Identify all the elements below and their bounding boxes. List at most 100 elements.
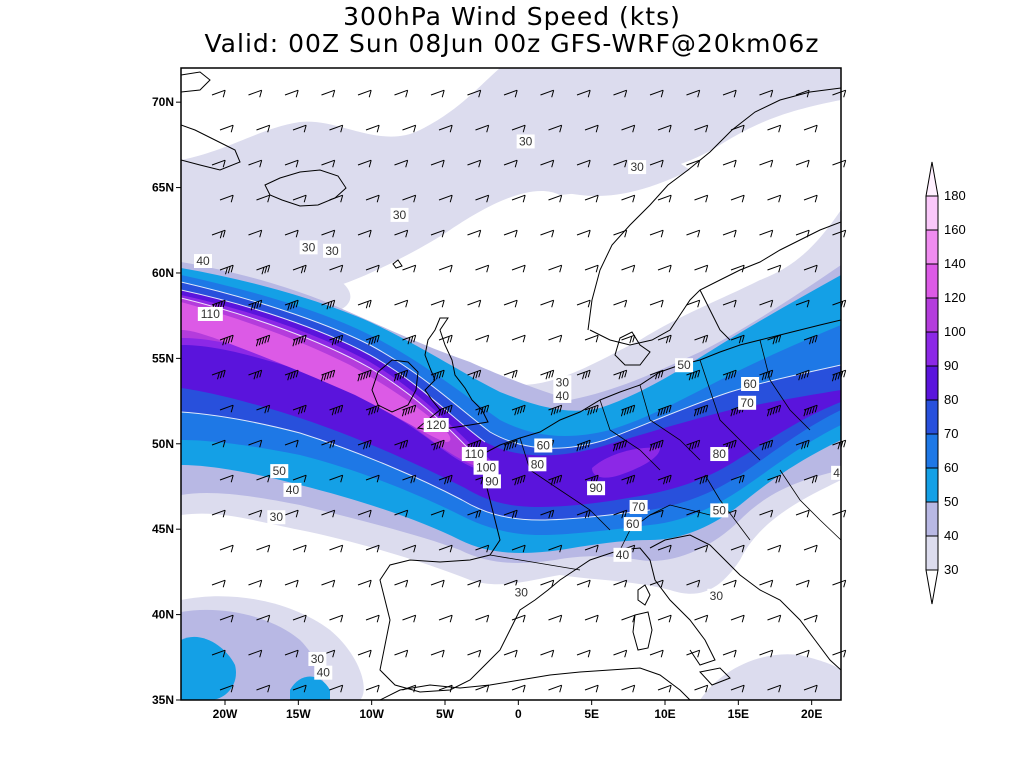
wind-barb: [759, 649, 774, 658]
wind-barb: [284, 509, 299, 518]
wind-barb: [613, 229, 628, 238]
wind-barb: [357, 439, 372, 450]
colorbar-label: 160: [944, 222, 966, 237]
contour-label: 30: [556, 375, 570, 389]
contour-label-bg: [553, 375, 572, 390]
contour-label: 40: [286, 483, 300, 497]
wind-barb: [540, 649, 555, 658]
colorbar-swatch: [925, 263, 939, 299]
wind-barb: [255, 334, 271, 347]
wind-barb: [613, 369, 628, 380]
wind-barb: [292, 264, 307, 274]
wind-barb: [256, 684, 271, 693]
wind-barb: [438, 404, 453, 417]
wind-barb: [430, 299, 445, 308]
wind-barb: [649, 299, 664, 308]
wind-barb: [694, 614, 709, 623]
wind-barb: [548, 614, 563, 623]
wind-barb: [211, 649, 226, 658]
wind-barb: [329, 264, 344, 273]
wind-barb: [365, 124, 380, 133]
colorbar-label: 30: [944, 562, 958, 577]
contour-label-bg: [423, 417, 449, 432]
contour-label: 30: [270, 510, 284, 524]
wind-barb: [438, 614, 453, 623]
wind-barb: [621, 614, 636, 623]
colorbar-swatch: [925, 365, 939, 401]
wind-barb: [832, 229, 847, 238]
wind-barb: [722, 299, 737, 308]
wind-barb: [694, 194, 709, 203]
wind-barb: [795, 579, 810, 588]
contour-label: 50: [273, 464, 287, 478]
wind-barb: [467, 299, 482, 308]
wind-barb: [365, 194, 380, 203]
wind-barb: [722, 579, 737, 588]
colorbar-label: 50: [944, 494, 958, 509]
wind-barb: [730, 544, 745, 553]
wind-barb: [795, 159, 810, 168]
wind-barb: [503, 439, 518, 452]
wind-barb: [832, 649, 847, 658]
wind-barb: [211, 229, 226, 239]
contour-label-bg: [629, 499, 648, 514]
contour-label-bg: [534, 438, 553, 453]
wind-barb: [686, 509, 701, 518]
wind-barb: [722, 159, 737, 168]
wind-barb: [219, 544, 234, 553]
colorbar-label: 40: [944, 528, 958, 543]
wind-barb: [686, 439, 701, 451]
colorbar-label: 140: [944, 256, 966, 271]
wind-barb: [621, 264, 636, 273]
wind-barb: [430, 439, 445, 451]
contour-label-bg: [831, 465, 843, 480]
wind-barb: [394, 229, 409, 238]
wind-barb: [548, 124, 563, 133]
wind-barb: [475, 404, 490, 416]
wind-barb: [393, 369, 409, 382]
wind-barb: [649, 439, 664, 452]
wind-barb: [686, 649, 701, 658]
lat-tick-label: 65N: [152, 181, 174, 195]
wind-barb: [730, 124, 745, 133]
wind-barb: [548, 194, 563, 203]
colorbar-swatch: [925, 467, 939, 503]
contour-label: 40: [317, 666, 331, 680]
wind-barb: [511, 334, 526, 343]
lon-tick-label: 20E: [801, 707, 822, 721]
colorbar-label: 180: [944, 188, 966, 203]
wind-barb: [430, 649, 445, 658]
wind-barb: [321, 89, 336, 98]
wind-barb: [576, 89, 591, 98]
wind-barb: [365, 614, 380, 623]
wind-barb: [430, 509, 445, 518]
colorbar-swatch: [925, 195, 939, 231]
wind-barb: [292, 124, 307, 133]
contour-label-bg: [613, 547, 632, 562]
contour-label: 80: [713, 447, 727, 461]
wind-barb: [438, 124, 453, 133]
wind-barb: [621, 474, 636, 485]
coast-scandinavia: [587, 87, 841, 346]
wind-barb: [576, 369, 591, 380]
wind-barb: [467, 579, 482, 588]
contour-label: 60: [537, 438, 551, 452]
colorbar-swatch: [925, 399, 939, 435]
lat-tick-label: 60N: [152, 266, 174, 280]
wind-barb: [394, 509, 409, 518]
contour-label-bg: [738, 395, 757, 410]
contour-label-bg: [267, 510, 286, 525]
contour-label-bg: [710, 447, 729, 462]
wind-barb: [511, 124, 526, 133]
wind-barb: [329, 194, 344, 203]
wind-barb: [657, 614, 672, 623]
wind-barb: [357, 579, 372, 588]
wind-barb: [795, 229, 810, 238]
wind-barb: [767, 614, 782, 623]
contour-label: 30: [519, 134, 533, 148]
wind-barb: [803, 334, 818, 345]
wind-barb: [256, 404, 271, 414]
colorbar-lower-arrow: [925, 569, 939, 605]
wind-barb: [767, 264, 782, 273]
lat-tick-label: 50N: [152, 437, 174, 451]
